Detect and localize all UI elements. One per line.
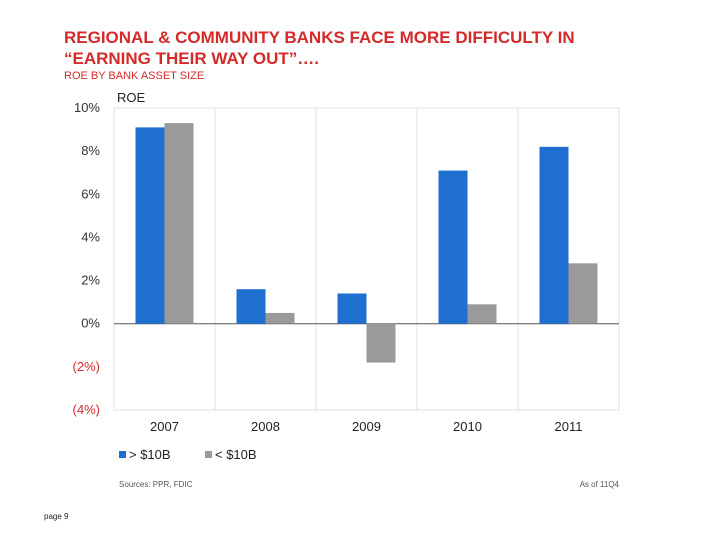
legend-swatch [119,451,126,458]
x-tick-label: 2009 [352,419,381,434]
bar-over-10b-2009 [337,293,367,324]
slide-subtitle: ROE BY BANK ASSET SIZE [64,70,205,82]
legend-label: < $10B [215,447,257,462]
x-tick-label: 2011 [555,419,583,434]
bar-over-10b-2007 [135,127,165,324]
as-of-note: As of 11Q4 [580,480,620,489]
bar-under-10b-2010 [467,304,497,324]
y-tick-label: (4%) [73,402,100,417]
source-note: Sources: PPR, FDIC [119,480,193,489]
bar-under-10b-2011 [568,263,598,324]
chart-title: ROE [117,90,146,105]
x-tick-label: 2008 [251,419,280,434]
slide-title-line-2: “EARNING THEIR WAY OUT”…. [64,49,320,68]
slide-title-line-1: REGIONAL & COMMUNITY BANKS FACE MORE DIF… [64,28,575,47]
bar-over-10b-2008 [236,289,266,324]
y-tick-label: 4% [81,229,100,244]
bar-under-10b-2007 [164,123,194,324]
page-number: page 9 [44,512,69,521]
y-tick-label: 0% [81,316,100,331]
y-tick-label: 8% [81,143,100,158]
bar-under-10b-2008 [265,312,295,324]
legend-label: > $10B [129,447,171,462]
slide-title: REGIONAL & COMMUNITY BANKS FACE MORE DIF… [64,27,704,69]
y-tick-label: 6% [81,186,100,201]
x-tick-label: 2010 [453,419,482,434]
y-tick-label: (2%) [73,359,100,374]
x-tick-label: 2007 [150,419,179,434]
bar-over-10b-2010 [438,170,468,324]
y-tick-label: 10% [74,100,100,115]
legend-swatch [205,451,212,458]
bar-under-10b-2009 [366,323,396,363]
y-tick-label: 2% [81,273,100,288]
bar-over-10b-2011 [539,146,569,324]
